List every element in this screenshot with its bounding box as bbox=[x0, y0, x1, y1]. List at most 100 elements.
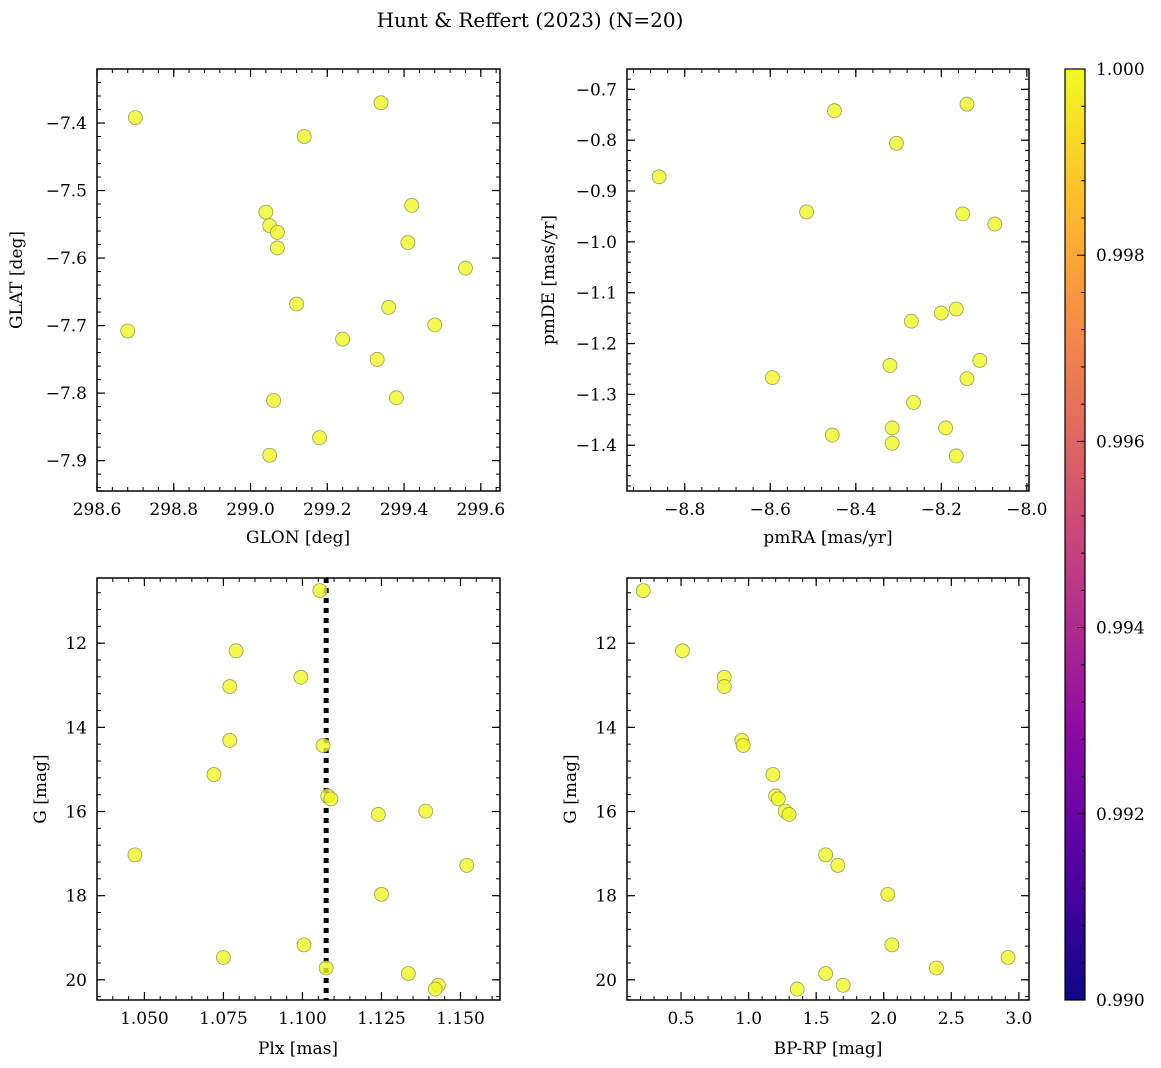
data-point bbox=[323, 791, 339, 807]
data-point bbox=[369, 351, 385, 367]
figure-title: Hunt & Reffert (2023) (N=20) bbox=[377, 8, 684, 32]
y-tick-label: 20 bbox=[65, 971, 87, 991]
data-point bbox=[765, 370, 780, 386]
data-point bbox=[959, 371, 975, 387]
data-point bbox=[906, 395, 921, 410]
data-point bbox=[127, 847, 143, 863]
data-point bbox=[987, 216, 1003, 232]
data-point bbox=[889, 135, 904, 151]
data-point bbox=[789, 981, 805, 997]
x-axis-title: BP-RP [mag] bbox=[774, 1039, 883, 1059]
data-point bbox=[427, 317, 443, 333]
data-point bbox=[269, 224, 285, 240]
colorbar-tick-label: 1.000 bbox=[1096, 60, 1145, 80]
colorbar-tick-label: 0.992 bbox=[1096, 805, 1145, 825]
data-point bbox=[373, 95, 389, 111]
panel-bprp-g: 0.5 1.0 1.5 2.0 2.5 3.0 12 14 16 18 20 BP-RP [mag] G… bbox=[561, 577, 1032, 1059]
x-axis-title: GLON [deg] bbox=[246, 528, 350, 548]
y-tick-label: 16 bbox=[595, 803, 617, 823]
data-point bbox=[458, 260, 473, 276]
data-point bbox=[127, 110, 143, 126]
x-tick-label: 299.4 bbox=[380, 500, 429, 520]
data-point bbox=[293, 669, 309, 685]
data-point bbox=[315, 738, 331, 753]
y-tick-label: 14 bbox=[595, 718, 617, 738]
y-tick-label: −1.2 bbox=[576, 335, 617, 355]
axes-frame bbox=[626, 577, 1030, 1001]
y-tick-label: −7.7 bbox=[46, 317, 87, 337]
x-tick-label: 1.125 bbox=[357, 1009, 406, 1029]
data-point bbox=[903, 313, 919, 329]
x-tick-label: 1.5 bbox=[803, 1009, 830, 1029]
y-axis-title: G [mag] bbox=[31, 754, 51, 823]
data-point bbox=[827, 103, 842, 119]
data-point bbox=[651, 169, 667, 185]
data-point bbox=[735, 738, 751, 753]
axes-frame bbox=[96, 68, 501, 492]
y-tick-label: −7.5 bbox=[46, 182, 87, 202]
x-axis-title: Plx [mas] bbox=[258, 1039, 338, 1059]
y-tick-label: −7.8 bbox=[46, 384, 87, 404]
y-tick-label: −0.9 bbox=[576, 182, 617, 202]
panel-plx-g: 1.050 1.075 1.100 1.125 1.150 12 14 16 18 20 Plx [… bbox=[31, 577, 501, 1059]
x-tick-label: 299.0 bbox=[226, 500, 275, 520]
y-tick-label: −0.8 bbox=[576, 131, 617, 151]
y-tick-label: 14 bbox=[65, 718, 87, 738]
x-tick-label: −8.2 bbox=[921, 500, 962, 520]
x-tick-label: 2.5 bbox=[938, 1009, 965, 1029]
data-point bbox=[335, 331, 351, 347]
y-tick-label: −7.6 bbox=[46, 249, 87, 269]
x-tick-label: 1.150 bbox=[436, 1009, 485, 1029]
data-point bbox=[882, 358, 898, 373]
data-point bbox=[374, 886, 389, 902]
colorbar-tick-label: 0.994 bbox=[1096, 619, 1145, 639]
data-point bbox=[289, 296, 304, 312]
data-point bbox=[222, 679, 238, 694]
data-point bbox=[880, 886, 896, 902]
data-point bbox=[830, 857, 846, 873]
panel-pmra-pmde: −8.8 −8.6 −8.4 −8.2 −8.0 −1.4 −1.3 −1.2 −1.1 −1.0… bbox=[539, 68, 1048, 548]
y-tick-label: −7.4 bbox=[46, 114, 87, 134]
data-point bbox=[959, 96, 975, 112]
data-point bbox=[948, 301, 964, 317]
data-point bbox=[799, 204, 815, 220]
y-tick-label: −1.1 bbox=[576, 284, 617, 304]
y-tick-label: 12 bbox=[595, 634, 617, 654]
y-tick-label: 20 bbox=[595, 971, 617, 991]
data-point bbox=[370, 807, 386, 822]
data-point bbox=[206, 767, 222, 782]
data-point bbox=[929, 960, 944, 976]
axes-frame bbox=[626, 68, 1030, 492]
data-point bbox=[835, 977, 851, 993]
axes-frame bbox=[96, 577, 501, 1001]
data-point bbox=[884, 420, 900, 436]
data-point bbox=[312, 430, 328, 446]
x-tick-label: 298.8 bbox=[149, 500, 198, 520]
y-tick-label: 18 bbox=[595, 887, 617, 907]
data-point bbox=[312, 583, 328, 599]
data-point bbox=[884, 435, 900, 451]
x-tick-label: 299.6 bbox=[456, 500, 505, 520]
data-point bbox=[765, 767, 781, 782]
x-tick-label: −8.4 bbox=[835, 500, 876, 520]
colorbar-tick-label: 0.996 bbox=[1096, 432, 1145, 452]
data-point bbox=[948, 448, 964, 464]
data-point bbox=[938, 420, 954, 436]
data-point bbox=[1000, 950, 1016, 965]
data-point bbox=[120, 323, 136, 339]
data-point bbox=[296, 937, 312, 953]
data-point bbox=[933, 305, 949, 321]
x-tick-label: 1.050 bbox=[120, 1009, 169, 1029]
y-tick-label: −1.3 bbox=[576, 385, 617, 405]
y-axis-title: G [mag] bbox=[561, 754, 581, 823]
x-tick-label: 298.6 bbox=[73, 500, 122, 520]
data-point bbox=[459, 857, 475, 873]
y-axis-title: pmDE [mas/yr] bbox=[539, 215, 559, 345]
x-tick-label: −8.8 bbox=[664, 500, 705, 520]
x-axis-title: pmRA [mas/yr] bbox=[763, 528, 892, 548]
y-tick-label: −1.4 bbox=[576, 436, 617, 456]
x-tick-label: 0.5 bbox=[668, 1009, 695, 1029]
data-point bbox=[404, 197, 420, 213]
colorbar: 0.990 0.992 0.994 0.996 0.998 1.000 bbox=[1064, 60, 1145, 1011]
y-tick-label: 16 bbox=[65, 803, 87, 823]
